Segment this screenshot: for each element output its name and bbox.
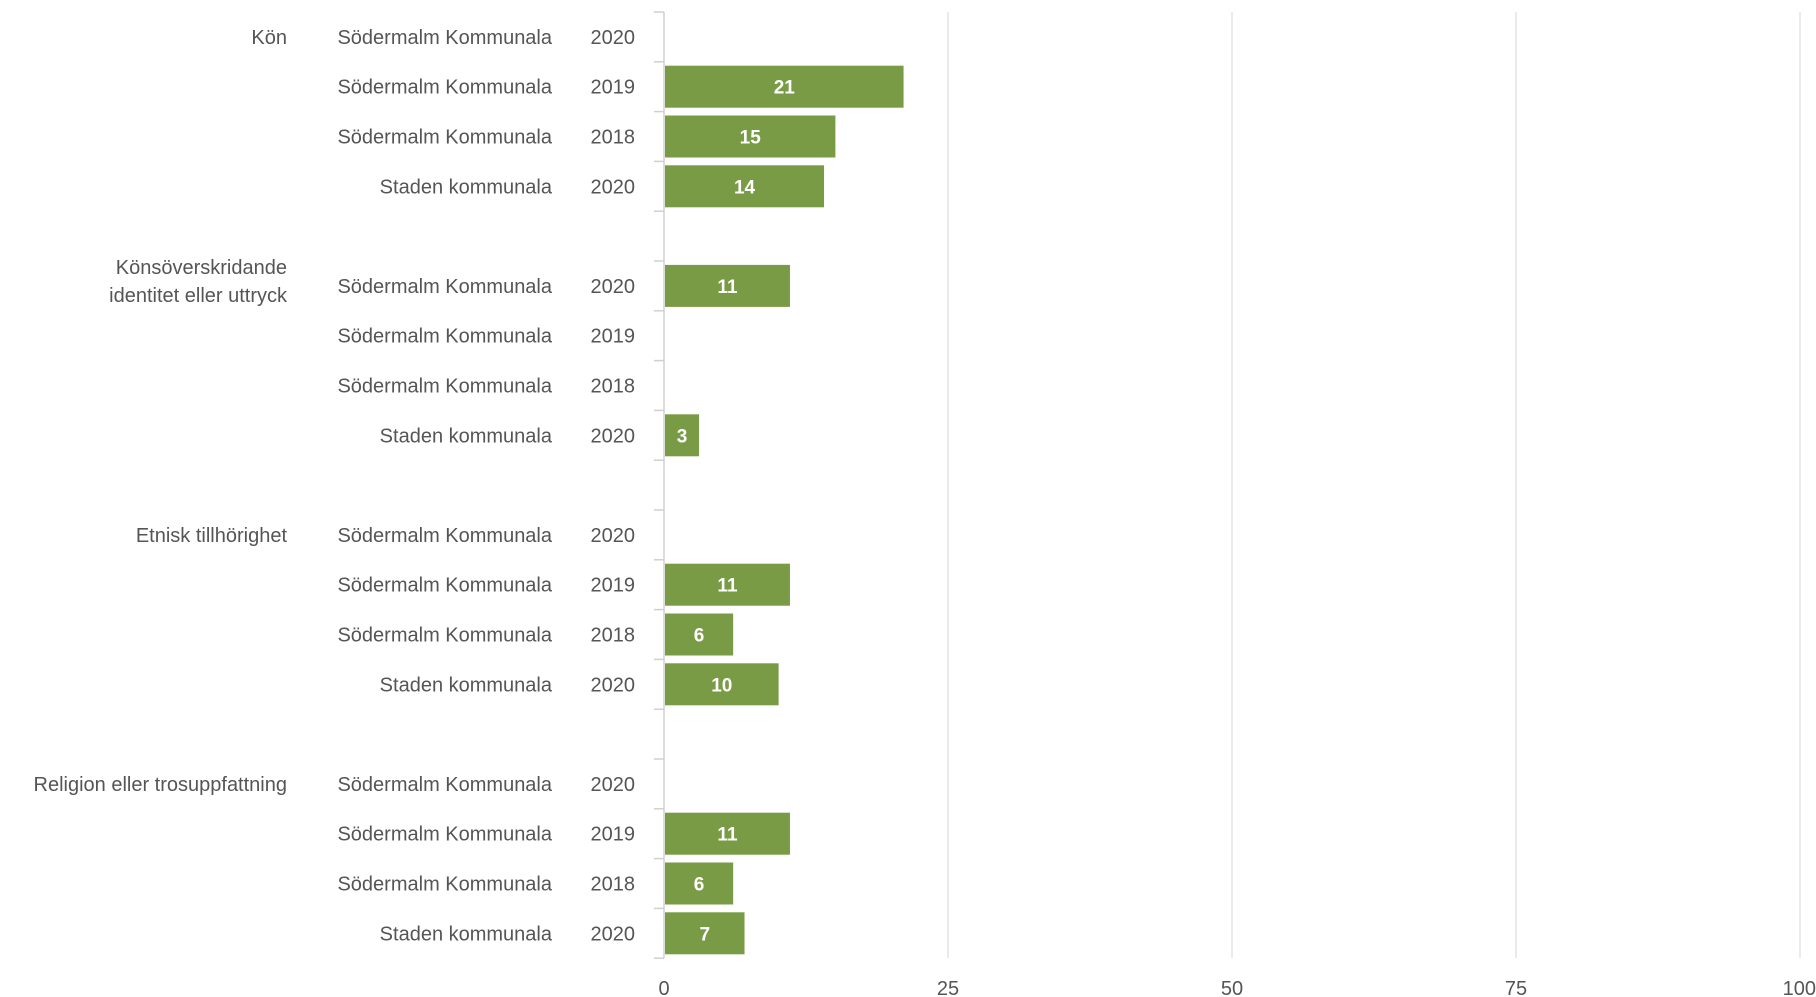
bar-data-label: 11	[717, 576, 738, 597]
grid-lines	[947, 12, 1801, 958]
row-unit-label: Södermalm Kommunala	[337, 326, 552, 348]
row-year-label: 2018	[591, 625, 636, 647]
row-unit-label: Södermalm Kommunala	[337, 376, 552, 398]
row-year-label: 2020	[591, 674, 636, 696]
row-year-label: 2020	[591, 176, 636, 198]
bar-data-label: 6	[694, 626, 705, 647]
x-tick-label: 75	[1505, 978, 1527, 997]
row-unit-label: Staden kommunala	[380, 176, 553, 198]
row-unit-label: Södermalm Kommunala	[337, 625, 552, 647]
group-label: Etnisk tillhörighet	[136, 525, 288, 547]
bar-data-label: 15	[740, 128, 762, 149]
group-label: Religion eller trosuppfattning	[34, 774, 288, 796]
row-year-label: 2020	[591, 27, 636, 49]
bar	[665, 414, 700, 457]
row-year-label: 2020	[591, 774, 636, 796]
bar	[665, 563, 790, 606]
x-tick-label: 0	[658, 978, 669, 997]
bar-data-label: 14	[734, 177, 756, 198]
row-unit-label: Staden kommunala	[380, 674, 553, 696]
bar-data-label: 6	[694, 875, 705, 896]
bars: 21 15 14 11 3 11 6 10 11 6 7	[665, 65, 904, 955]
row-unit-label: Södermalm Kommunala	[337, 824, 552, 846]
row-year-label: 2020	[591, 525, 636, 547]
x-tick-label: 100	[1783, 978, 1816, 997]
bar	[665, 812, 790, 855]
row-year-label: 2019	[591, 575, 636, 597]
bar	[665, 912, 745, 955]
bar-data-label: 3	[677, 426, 688, 447]
row-unit-label: Södermalm Kommunala	[337, 27, 552, 49]
bar-data-label: 7	[699, 924, 710, 945]
row-year-label: 2019	[591, 77, 636, 99]
row-year-label: 2018	[591, 376, 636, 398]
row-unit-label: Staden kommunala	[380, 425, 553, 447]
row-year-label: 2018	[591, 127, 636, 149]
bar	[665, 663, 779, 706]
row-unit-label: Södermalm Kommunala	[337, 575, 552, 597]
row-year-label: 2020	[591, 276, 636, 298]
bar	[665, 65, 904, 108]
x-axis-ticks: 0 25 50 75 100	[658, 978, 1816, 997]
row-unit-label: Södermalm Kommunala	[337, 77, 552, 99]
row-unit-label: Södermalm Kommunala	[337, 525, 552, 547]
group-label: Kön	[251, 27, 287, 49]
bar	[665, 613, 734, 656]
row-unit-label: Södermalm Kommunala	[337, 127, 552, 149]
x-tick-label: 25	[937, 978, 959, 997]
bar	[665, 115, 836, 158]
bar	[665, 862, 734, 905]
row-year-label: 2020	[591, 425, 636, 447]
row-unit-label: Södermalm Kommunala	[337, 774, 552, 796]
x-tick-label: 50	[1221, 978, 1243, 997]
category-axis	[654, 11, 665, 959]
row-year-label: 2019	[591, 824, 636, 846]
bar	[665, 165, 825, 208]
row-year-label: 2020	[591, 923, 636, 945]
bar-data-label: 11	[717, 277, 738, 298]
row-unit-label: Staden kommunala	[380, 923, 553, 945]
row-year-label: 2019	[591, 326, 636, 348]
group-label: Könsöverskridande identitet eller uttryck	[109, 257, 288, 307]
row-unit-label: Södermalm Kommunala	[337, 276, 552, 298]
row-year-label: 2018	[591, 874, 636, 896]
category-labels: Södermalm Kommunala 2020 Södermalm Kommuna…	[34, 27, 636, 945]
bar	[665, 264, 790, 307]
bar-data-label: 21	[774, 78, 796, 99]
bar-data-label: 11	[717, 825, 738, 846]
row-unit-label: Södermalm Kommunala	[337, 874, 552, 896]
bar-data-label: 10	[711, 675, 732, 696]
